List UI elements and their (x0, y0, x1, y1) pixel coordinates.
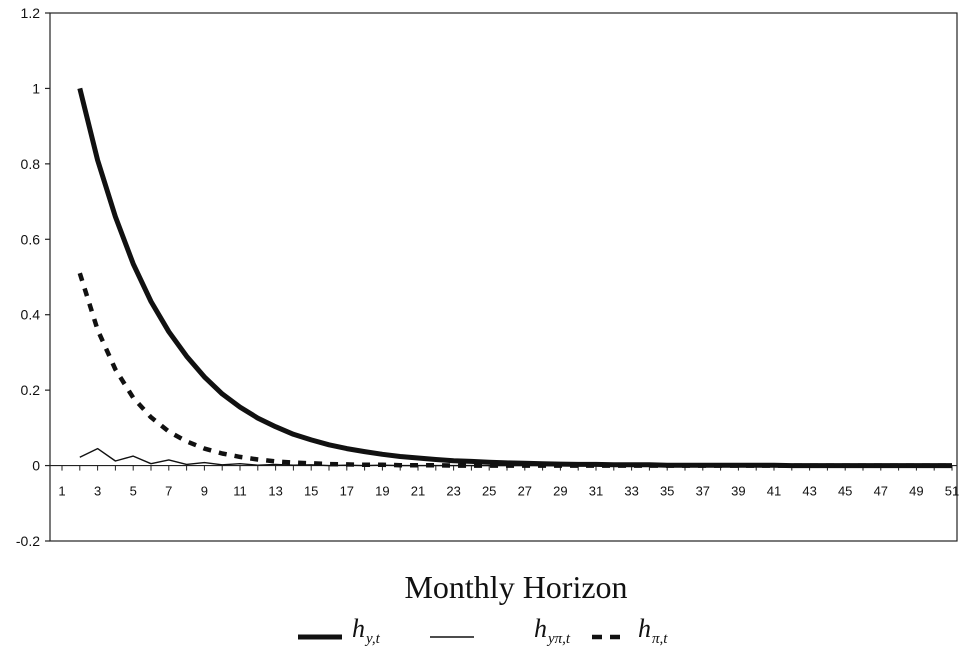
series-line-2 (79, 447, 952, 467)
y-tick-label: 0 (32, 458, 40, 474)
x-tick-label: 19 (375, 484, 389, 499)
legend-label: h (534, 614, 547, 643)
x-tick-label: 7 (165, 484, 172, 499)
x-tick-label: 39 (731, 484, 745, 499)
x-tick-label: 51 (945, 484, 959, 499)
x-tick-label: 15 (304, 484, 318, 499)
legend-item: h π,t (592, 614, 668, 647)
y-tick-label: 0.4 (21, 307, 41, 323)
x-tick-label: 33 (624, 484, 638, 499)
x-tick-label: 31 (589, 484, 603, 499)
y-tick-label: -0.2 (16, 533, 40, 549)
x-tick-label: 37 (696, 484, 710, 499)
x-tick-label: 9 (201, 484, 208, 499)
series-line-1 (77, 87, 952, 469)
x-tick-label: 21 (411, 484, 425, 499)
legend-subscript: y,t (364, 631, 381, 647)
x-tick-label: 35 (660, 484, 674, 499)
legend-item: h y,t (298, 614, 381, 647)
x-tick-label: 41 (767, 484, 781, 499)
axes: -0.200.20.40.60.811.21 3 5 7 9 11 13 15 17 19 21 23… (16, 5, 959, 549)
x-tick-label: 13 (268, 484, 282, 499)
y-tick-label: 1.2 (21, 5, 41, 21)
x-tick-label: 25 (482, 484, 496, 499)
x-tick-label: 27 (518, 484, 532, 499)
series-layer (77, 87, 952, 469)
y-tick-label: 0.6 (21, 231, 41, 247)
series-line-3 (77, 272, 952, 468)
y-tick-label: 0.2 (21, 382, 41, 398)
legend: h y,t h yπ,t h π,t (298, 614, 668, 647)
x-tick-label: 43 (802, 484, 816, 499)
x-tick-label: 1 (58, 484, 65, 499)
x-tick-label: 23 (446, 484, 460, 499)
x-tick-label: 49 (909, 484, 923, 499)
x-tick-label: 5 (130, 484, 137, 499)
x-tick-label: 45 (838, 484, 852, 499)
x-tick-label: 29 (553, 484, 567, 499)
y-tick-label: 1 (32, 80, 40, 96)
x-axis-label: Monthly Horizon (404, 569, 627, 605)
x-tick-label: 11 (233, 484, 247, 499)
legend-subscript: π,t (652, 631, 668, 647)
plot-frame (49, 12, 958, 542)
legend-label: h (352, 614, 365, 643)
legend-subscript: yπ,t (546, 631, 571, 647)
legend-item: h yπ,t (430, 614, 571, 647)
legend-label: h (638, 614, 651, 643)
y-tick-label: 0.8 (21, 156, 41, 172)
x-tick-label: 3 (94, 484, 101, 499)
x-tick-label: 17 (340, 484, 354, 499)
x-tick-label: 47 (874, 484, 888, 499)
